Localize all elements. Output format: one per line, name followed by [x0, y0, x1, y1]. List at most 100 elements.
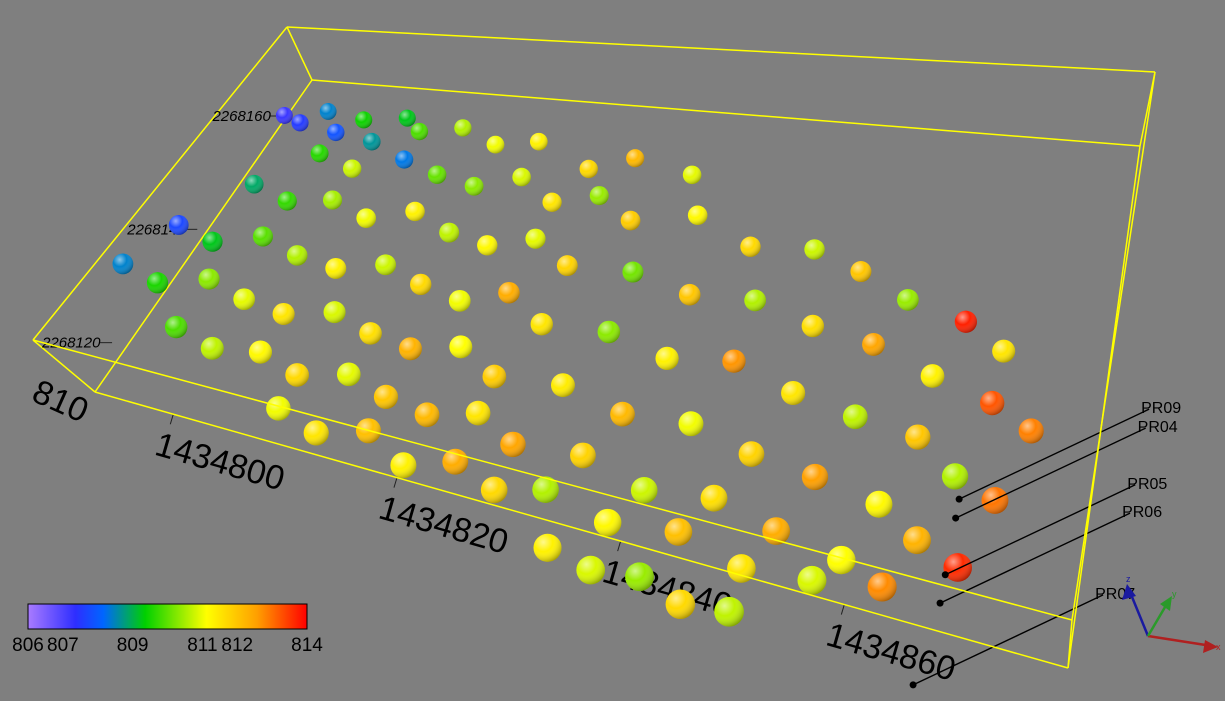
data-point: [390, 452, 417, 479]
data-point: [272, 302, 295, 326]
data-point: [202, 231, 223, 252]
data-point: [398, 109, 416, 127]
data-point: [356, 208, 376, 228]
data-point: [146, 272, 169, 294]
well-label: PR09: [1141, 400, 1181, 417]
x-letter: x: [1216, 642, 1221, 652]
data-point: [327, 123, 345, 142]
x-tick-label: 1434860: [822, 616, 960, 689]
data-point: [714, 596, 744, 627]
data-point: [740, 236, 761, 257]
data-point: [655, 346, 679, 370]
data-point: [319, 102, 337, 120]
data-point: [286, 245, 308, 266]
data-point: [200, 336, 224, 360]
data-point: [486, 135, 505, 154]
data-point: [687, 205, 708, 226]
data-point: [164, 315, 188, 339]
well-trajectory: PR09: [955, 400, 1181, 503]
data-point: [252, 226, 273, 247]
data-point: [727, 554, 756, 583]
data-point: [285, 363, 309, 387]
data-point: [626, 149, 645, 168]
data-point: [781, 380, 806, 406]
data-point: [682, 165, 702, 185]
z-axis-labels: 810: [27, 373, 94, 431]
colorbar-tick-label: 809: [117, 635, 149, 656]
well-label: PR06: [1122, 504, 1162, 521]
data-point: [700, 484, 728, 512]
data-point: [266, 396, 291, 421]
data-point: [576, 555, 606, 585]
colorbar-tick-label: 812: [221, 635, 253, 656]
data-point: [322, 190, 343, 210]
data-point: [579, 159, 598, 179]
data-point: [532, 476, 559, 503]
data-point: [355, 111, 373, 129]
data-point: [277, 191, 297, 211]
data-point: [449, 335, 473, 359]
x-axis-arrow: [1147, 634, 1213, 648]
bounding-box-back-edges: [32, 26, 1156, 393]
data-point: [625, 562, 654, 592]
data-point: [359, 322, 382, 345]
data-point: [336, 362, 361, 387]
data-point: [477, 235, 498, 256]
data-point: [920, 364, 945, 388]
x-tick: [393, 477, 398, 488]
well-label: PR05: [1127, 476, 1167, 493]
data-point: [498, 281, 520, 304]
well-trajectory: PR06: [936, 504, 1162, 607]
x-tick: [617, 540, 622, 552]
data-point: [323, 301, 346, 324]
y-tick-label: 2268120: [41, 335, 101, 352]
y-tick-label: 2268160: [211, 108, 271, 125]
data-point: [375, 254, 396, 276]
data-point: [630, 476, 658, 504]
data-point: [941, 463, 969, 490]
data-point: [233, 288, 255, 311]
data-point: [865, 490, 893, 518]
orientation-axes-triad: z y x: [1122, 574, 1221, 653]
data-point: [112, 253, 134, 275]
data-point: [398, 337, 422, 361]
data-point: [622, 261, 644, 283]
data-point: [1018, 418, 1044, 444]
data-point: [427, 165, 447, 184]
x-tick: [840, 604, 845, 615]
data-point: [525, 228, 546, 249]
y-arrowhead-icon: [1160, 596, 1172, 611]
bounding-box-front-edges: [32, 71, 1156, 669]
data-point: [842, 404, 868, 430]
data-point: [738, 441, 765, 467]
data-point: [665, 589, 696, 620]
data-point: [325, 257, 347, 279]
data-point: [373, 384, 399, 409]
data-point: [610, 401, 635, 427]
data-point: [678, 283, 701, 306]
well-trajectory: PR05: [941, 476, 1167, 579]
data-point: [414, 402, 440, 428]
data-point: [442, 448, 469, 475]
z-arrowhead-icon: [1122, 584, 1136, 600]
data-point: [303, 420, 329, 446]
data-point: [551, 373, 575, 398]
data-point: [168, 215, 189, 235]
data-point: [362, 132, 381, 151]
data-point: [943, 553, 972, 582]
y-letter: y: [1172, 589, 1177, 599]
data-point: [454, 119, 472, 137]
data-point: [981, 487, 1009, 514]
data-point: [897, 288, 919, 311]
well-label: PR04: [1138, 419, 1178, 436]
data-point: [405, 201, 425, 222]
z-letter: z: [1126, 574, 1131, 584]
data-point: [593, 508, 622, 537]
data-point: [439, 222, 460, 243]
x-arrowhead-icon: [1203, 640, 1218, 653]
well-trajectory: PR04: [952, 419, 1178, 522]
